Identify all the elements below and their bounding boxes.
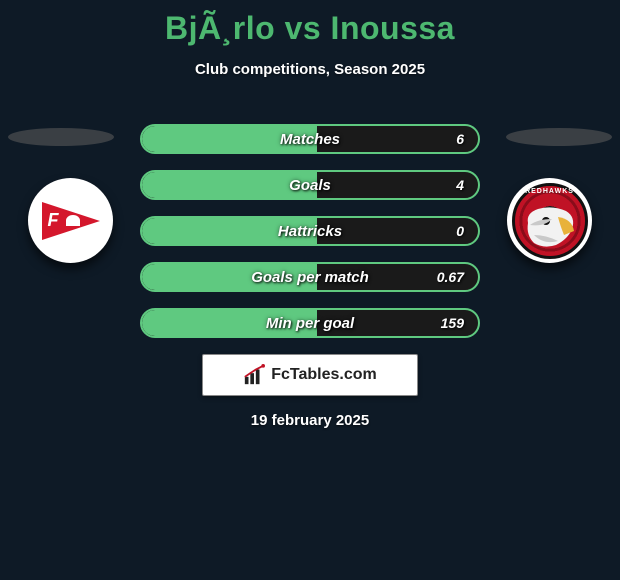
stat-row-matches: Matches 6: [140, 124, 480, 154]
hawk-icon: REDHAWKS: [510, 181, 590, 261]
stat-row-min-per-goal: Min per goal 159: [140, 308, 480, 338]
stat-label: Goals per match: [142, 269, 478, 286]
logo-shadow-right: [506, 128, 612, 146]
stat-value: 4: [456, 177, 464, 193]
stat-label: Hattricks: [142, 223, 478, 240]
stat-row-goals: Goals 4: [140, 170, 480, 200]
stat-row-goals-per-match: Goals per match 0.67: [140, 262, 480, 292]
stat-label: Goals: [142, 177, 478, 194]
team-logo-left: F: [28, 178, 113, 263]
team-logo-right: REDHAWKS: [507, 178, 592, 263]
stats-list: Matches 6 Goals 4 Hattricks 0 Goals per …: [140, 124, 480, 354]
subtitle: Club competitions, Season 2025: [0, 61, 620, 78]
logo-shadow-left: [8, 128, 114, 146]
stat-label: Min per goal: [142, 315, 478, 332]
hawk-arc-text: REDHAWKS: [510, 188, 590, 195]
pennant-ball-icon: [66, 215, 80, 226]
stat-value: 159: [441, 315, 464, 331]
page-title: BjÃ¸rlo vs Inoussa: [0, 0, 620, 47]
stat-value: 0.67: [437, 269, 464, 285]
pennant-letter: F: [48, 210, 59, 231]
stat-value: 0: [456, 223, 464, 239]
pennant-icon: F: [42, 202, 100, 240]
date-label: 19 february 2025: [0, 412, 620, 429]
stat-value: 6: [456, 131, 464, 147]
brand-box[interactable]: FcTables.com: [202, 354, 418, 396]
chart-icon: [243, 364, 265, 386]
stat-row-hattricks: Hattricks 0: [140, 216, 480, 246]
hawk-head-icon: [524, 205, 576, 249]
stat-label: Matches: [142, 131, 478, 148]
brand-label: FcTables.com: [271, 366, 377, 384]
